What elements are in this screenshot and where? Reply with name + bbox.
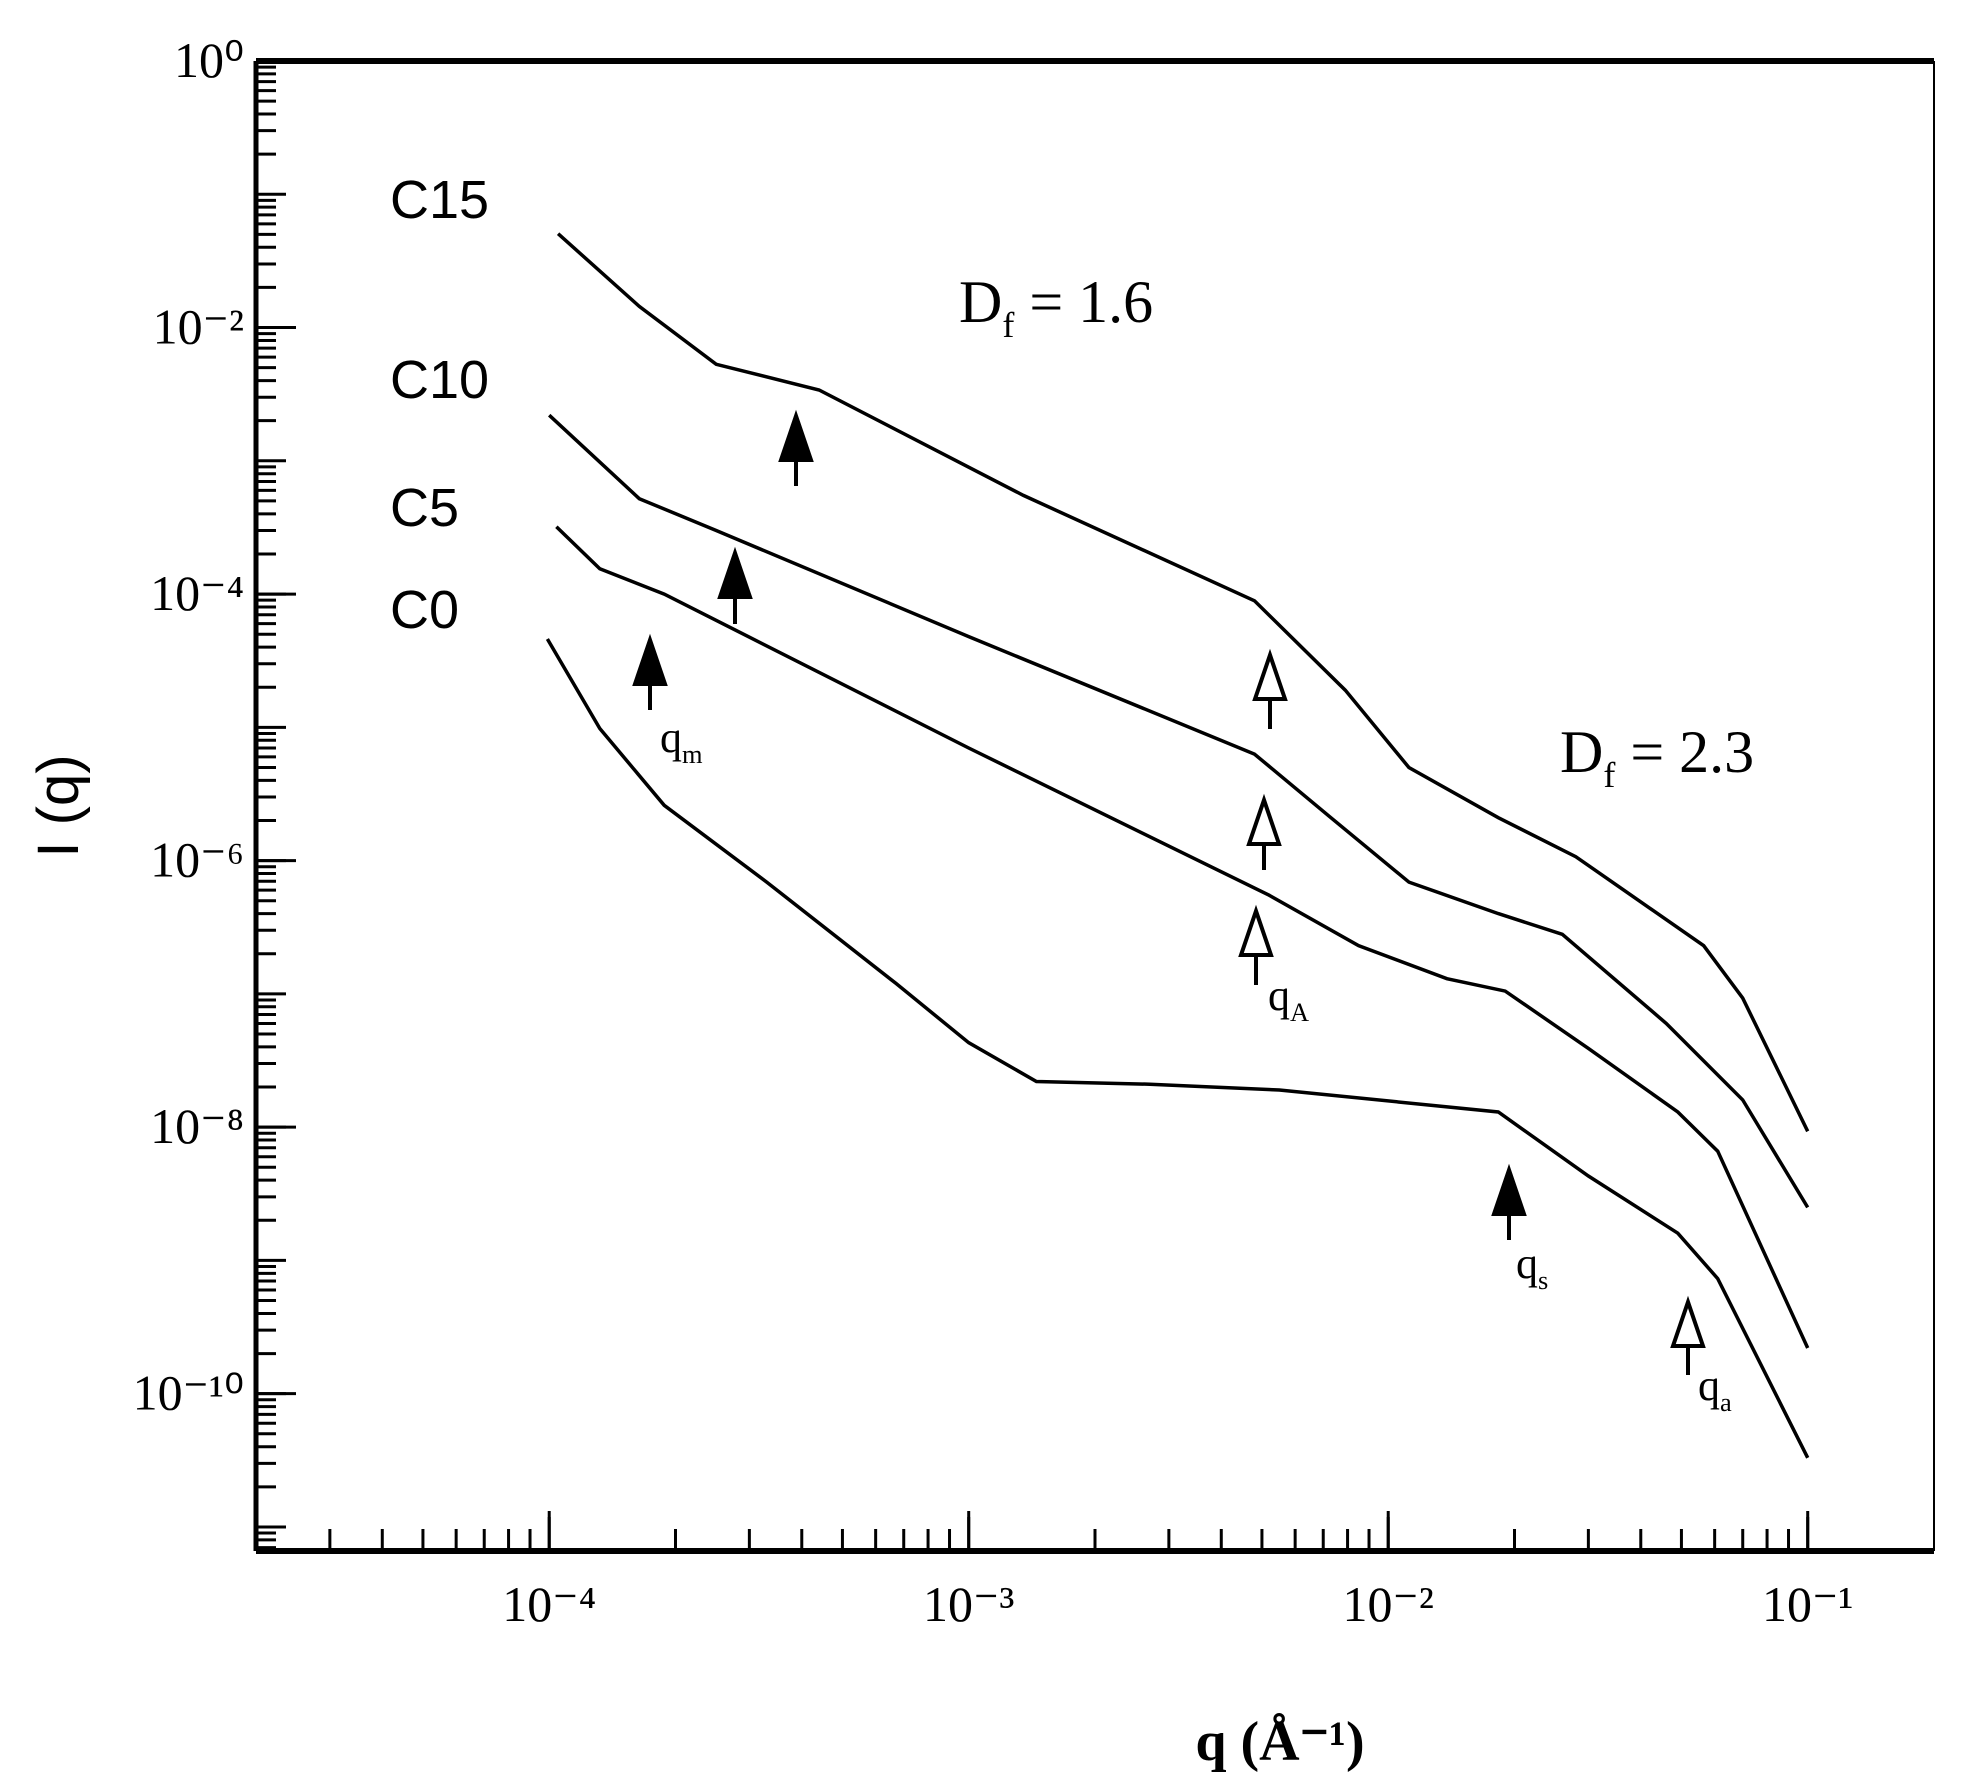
arrow-head (1491, 1163, 1527, 1216)
annotation-main: q (1698, 1361, 1720, 1410)
annotation: qs (1516, 1239, 1548, 1295)
annotation-rest: = 2.3 (1615, 719, 1754, 785)
arrow-head (632, 633, 668, 686)
annotation: Df = 1.6 (959, 269, 1153, 345)
annotation-sub: f (1603, 755, 1615, 795)
annotation-main: D (1560, 719, 1603, 785)
annotation-main: D (959, 269, 1002, 335)
annotation: Df = 2.3 (1560, 719, 1754, 795)
annotation-rest: = 1.6 (1014, 269, 1153, 335)
y-tick-label: 10⁻⁸ (150, 1098, 244, 1154)
series-label: C5 (390, 478, 459, 538)
arrow-head (717, 546, 753, 599)
annotation: qm (660, 713, 703, 769)
annotation-sub: A (1290, 997, 1309, 1027)
series-label: C15 (390, 170, 489, 230)
arrow-head (1670, 1295, 1706, 1348)
x-tick-label: 10⁻³ (923, 1576, 1014, 1632)
annotation: qA (1268, 971, 1309, 1027)
series-line (555, 525, 1810, 1349)
y-tick-label: 10⁰ (174, 32, 244, 88)
series-line (545, 638, 1810, 1459)
y-axis-label: I (q) (26, 754, 91, 857)
y-tick-label: 10⁻⁶ (150, 832, 244, 888)
x-axis-label: q (Å⁻¹) (1195, 1711, 1364, 1773)
annotation: qa (1698, 1361, 1732, 1417)
x-tick-label: 10⁻² (1343, 1576, 1434, 1632)
series-line (556, 232, 1810, 1133)
arrow-head (1252, 648, 1288, 701)
y-tick-label: 10⁻² (153, 299, 244, 355)
annotation-sub: a (1720, 1387, 1732, 1417)
x-tick-label: 10⁻¹ (1762, 1576, 1853, 1632)
annotation-main: q (660, 713, 682, 762)
arrow-head (1246, 793, 1282, 846)
annotation-sub: m (682, 739, 703, 769)
series-label: C0 (390, 580, 459, 640)
annotation-sub: s (1538, 1265, 1548, 1295)
series-line (548, 413, 1810, 1209)
arrow-head (778, 409, 814, 462)
annotation-main: q (1516, 1239, 1538, 1288)
x-tick-label: 10⁻⁴ (502, 1576, 596, 1632)
annotation-main: q (1268, 971, 1290, 1020)
y-tick-label: 10⁻⁴ (150, 565, 244, 621)
series-label: C10 (390, 350, 489, 410)
y-tick-label: 10⁻¹⁰ (133, 1365, 244, 1421)
annotation-sub: f (1002, 305, 1014, 345)
arrow-head (1238, 904, 1274, 957)
